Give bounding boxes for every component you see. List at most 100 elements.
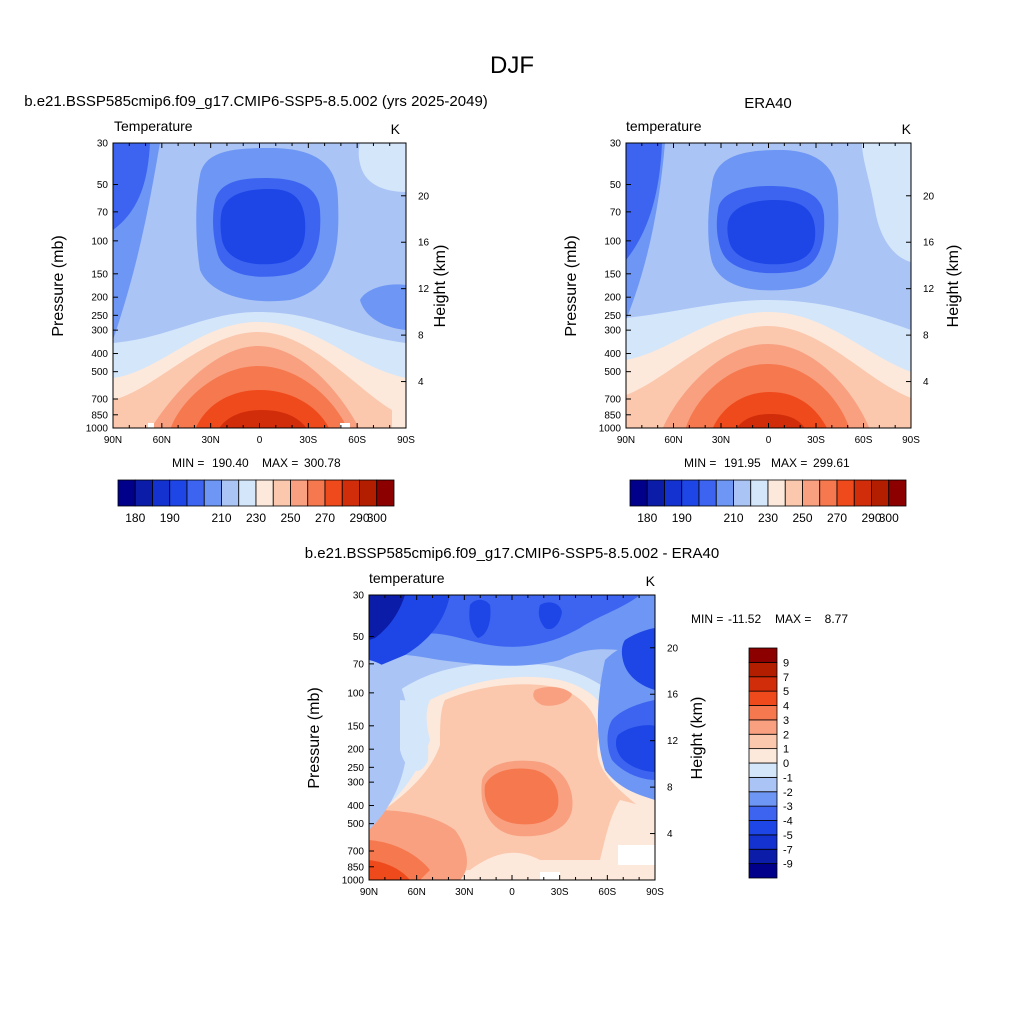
colorbar-label: 7: [783, 672, 789, 684]
colorbar-label: 300: [879, 511, 899, 525]
y-tick-label: 850: [604, 410, 621, 421]
x-tick-label: 0: [257, 435, 263, 446]
y-tick-label: 50: [353, 632, 365, 643]
colorbar-label: 180: [125, 511, 145, 525]
x-tick-label: 90S: [397, 435, 415, 446]
colorbar-label: 290: [861, 511, 881, 525]
y-axis-label-obs: Pressure (mb): [563, 235, 580, 336]
colorbar-box: [324, 479, 343, 507]
unit-label-obs: K: [902, 121, 912, 137]
y-right-tick-label: 20: [667, 643, 679, 654]
x-ticks-diff: 90N 60N 30N 0 30S 60S 90S: [360, 595, 664, 898]
y-tick-label: 250: [91, 311, 108, 322]
y-tick-label: 500: [347, 819, 364, 830]
max-value-diff: 8.77: [818, 612, 848, 626]
colorbar-box: [750, 479, 769, 507]
y-tick-label: 150: [604, 269, 621, 280]
contour-field-obs: [626, 143, 911, 428]
x-ticks-model: 90N 60N 30N 0 30S 60S 90S: [104, 143, 415, 446]
east-bump: [360, 284, 406, 330]
y-tick-label: 300: [91, 326, 108, 337]
warm-blob-inner: [484, 768, 559, 825]
y-axis-label-diff: Pressure (mb): [306, 687, 323, 788]
band-290: [712, 392, 827, 428]
y-tick-label: 1000: [86, 424, 109, 435]
colorbar-box: [784, 479, 803, 507]
page-title: DJF: [490, 52, 534, 79]
colorbar-box: [203, 479, 222, 507]
panel-title-diff: b.e21.BSSP585cmip6.f09_g17.CMIP6-SSP5-8.…: [305, 545, 719, 562]
panel-obs: ERA40 temperature K 30507010015020025030…: [563, 95, 962, 525]
y-ticks-obs: 30 50 70 100 150 200 250 300 400 500 700 850 1000: [599, 139, 631, 435]
x-tick-label: 30S: [299, 435, 317, 446]
max-label-diff: MAX =: [775, 612, 811, 626]
min-value-model: 190.40: [212, 456, 249, 470]
y-tick-label: 850: [91, 410, 108, 421]
colorbar-label: 290: [349, 511, 369, 525]
colorbar-box: [238, 479, 257, 507]
colorbar-box: [767, 479, 786, 507]
colorbar-box: [748, 834, 778, 850]
gap-white2: [540, 872, 560, 880]
colorbar-label: 1: [783, 744, 789, 756]
min-value-obs: 191.95: [724, 456, 761, 470]
colorbar-box: [748, 705, 778, 721]
max-value-model: 300.78: [304, 456, 341, 470]
y-tick-label: 1000: [599, 424, 622, 435]
y-tick-label: 250: [347, 763, 364, 774]
y-tick-label: 150: [347, 721, 364, 732]
y-right-tick-label: 8: [418, 331, 424, 342]
x-tick-label: 90S: [902, 435, 920, 446]
y-right-axis-label-model: Height (km): [432, 245, 449, 328]
colorbar-box: [152, 479, 171, 507]
y-right-tick-label: 4: [667, 829, 673, 840]
y-right-tick-label: 16: [667, 690, 679, 701]
min-label-model: MIN =: [172, 456, 204, 470]
west-strip: [113, 143, 150, 230]
y-right-axis-label-diff: Height (km): [689, 697, 706, 780]
colorbar-box: [819, 479, 838, 507]
y-ticks-diff: 30 50 70 100 150 200 250 300 400 500 700 850 1000: [342, 591, 374, 887]
band-295: [736, 414, 805, 428]
left-string-diff: temperature: [369, 570, 445, 586]
y-right-tick-label: 4: [923, 377, 929, 388]
unit-label-model: K: [391, 121, 401, 137]
y-tick-label: 700: [604, 395, 621, 406]
colorbar-label: 190: [160, 511, 180, 525]
colorbar-box: [836, 479, 855, 507]
contour-field-diff: [369, 595, 655, 880]
y-axis-label-model: Pressure (mb): [50, 235, 67, 336]
y-tick-label: 50: [97, 180, 109, 191]
x-tick-label: 60N: [407, 887, 425, 898]
max-value-obs: 299.61: [813, 456, 850, 470]
east-cold-top: [621, 628, 655, 690]
y-tick-label: 30: [97, 139, 109, 150]
colorbar-box: [748, 690, 778, 706]
y-tick-label: 70: [97, 207, 109, 218]
minmax-diff: MIN = -11.52 MAX = 8.77: [691, 612, 848, 626]
x-tick-label: 60S: [855, 435, 873, 446]
y-tick-label: 300: [347, 778, 364, 789]
y-right-tick-label: 12: [923, 284, 935, 295]
colorbar-label: 210: [211, 511, 231, 525]
colorbar-label: -3: [783, 801, 793, 813]
y-tick-label: 700: [91, 395, 108, 406]
x-tick-label: 30N: [712, 435, 730, 446]
y-tick-label: 700: [347, 847, 364, 858]
colorbar-box: [748, 863, 778, 879]
colorbar-box: [748, 776, 778, 793]
y-right-ticks-diff: 4 8 12 16 20: [650, 643, 679, 840]
colorbar-box: [272, 479, 291, 507]
cold-spot-a: [469, 599, 491, 638]
west-light: [369, 660, 409, 830]
y-tick-label: 200: [91, 293, 108, 304]
y-right-ticks-model: 4 8 12 16 20: [401, 191, 430, 388]
colorbar-box: [853, 479, 872, 507]
x-tick-label: 60S: [348, 435, 366, 446]
band-295: [219, 410, 307, 428]
min-label-obs: MIN =: [684, 456, 716, 470]
panel-diff: b.e21.BSSP585cmip6.f09_g17.CMIP6-SSP5-8.…: [305, 545, 849, 898]
colorbar-box: [715, 479, 734, 507]
colorbar-box: [117, 479, 136, 507]
